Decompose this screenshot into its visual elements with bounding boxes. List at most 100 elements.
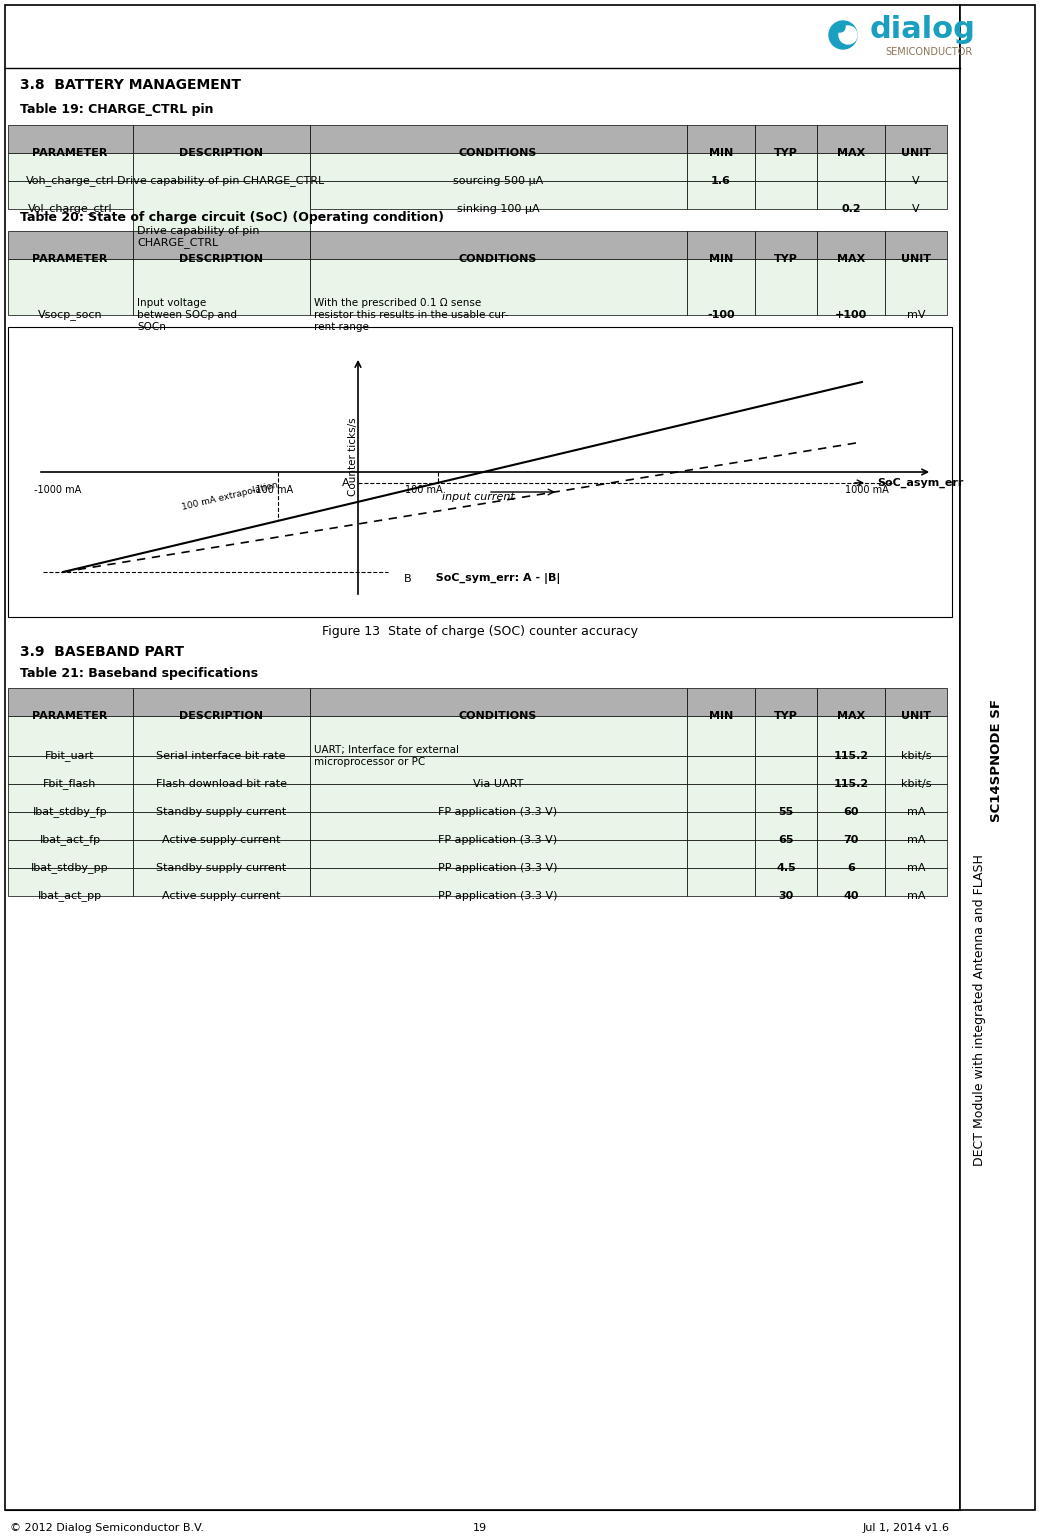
Text: V: V	[912, 175, 919, 186]
Text: PP application (3.3 V): PP application (3.3 V)	[438, 891, 557, 900]
Text: DESCRIPTION: DESCRIPTION	[179, 711, 263, 720]
Text: Standby supply current: Standby supply current	[156, 806, 286, 817]
Bar	[755, 840, 817, 868]
Bar	[8, 813, 133, 840]
Bar	[885, 152, 947, 182]
Bar	[885, 868, 947, 896]
Text: SC14SPNODE SF: SC14SPNODE SF	[990, 699, 1004, 822]
Bar	[133, 840, 310, 868]
Text: -1000 mA: -1000 mA	[34, 485, 81, 496]
Text: MAX: MAX	[837, 254, 865, 265]
Text: UART; Interface for external
microprocessor or PC: UART; Interface for external microproces…	[314, 745, 459, 766]
Text: Figure 13  State of charge (SOC) counter accuracy: Figure 13 State of charge (SOC) counter …	[322, 625, 638, 639]
Text: CONDITIONS: CONDITIONS	[459, 148, 538, 159]
Text: Vol_charge_ctrl: Vol_charge_ctrl	[28, 203, 112, 214]
Text: 3.8  BATTERY MANAGEMENT: 3.8 BATTERY MANAGEMENT	[20, 78, 241, 92]
Bar	[687, 716, 755, 756]
Text: Table 21: Baseband specifications: Table 21: Baseband specifications	[20, 668, 258, 680]
Circle shape	[835, 22, 844, 32]
Text: sinking 100 μA: sinking 100 μA	[457, 205, 540, 214]
Text: MAX: MAX	[837, 711, 865, 720]
Bar	[8, 840, 133, 868]
Text: 100 mA: 100 mA	[406, 485, 443, 496]
Bar	[755, 813, 817, 840]
Bar	[885, 688, 947, 716]
Bar	[687, 688, 755, 716]
Text: MIN: MIN	[709, 148, 733, 159]
Text: Drive capability of pin
CHARGE_CTRL: Drive capability of pin CHARGE_CTRL	[137, 226, 260, 248]
Text: Via UART: Via UART	[473, 779, 523, 790]
Text: Table 20: State of charge circuit (SoC) (Operating condition): Table 20: State of charge circuit (SoC) …	[20, 211, 444, 223]
Text: Fbit_uart: Fbit_uart	[46, 751, 95, 762]
Bar	[8, 688, 133, 716]
Text: TYP: TYP	[774, 148, 798, 159]
Bar	[687, 813, 755, 840]
Bar	[885, 813, 947, 840]
Bar	[817, 125, 885, 152]
Bar	[310, 868, 687, 896]
Text: Standby supply current: Standby supply current	[156, 863, 286, 873]
Bar	[8, 783, 133, 813]
Text: Table 19: CHARGE_CTRL pin: Table 19: CHARGE_CTRL pin	[20, 103, 213, 117]
Text: mA: mA	[907, 891, 926, 900]
Text: Input voltage
between SOCp and
SOCn: Input voltage between SOCp and SOCn	[137, 299, 237, 331]
Bar	[687, 868, 755, 896]
Bar	[755, 756, 817, 783]
Text: Serial interface bit rate: Serial interface bit rate	[156, 751, 286, 760]
Text: PP application (3.3 V): PP application (3.3 V)	[438, 863, 557, 873]
Text: UNIT: UNIT	[901, 148, 931, 159]
Text: 30: 30	[778, 891, 794, 900]
Bar	[310, 259, 687, 315]
Text: 0.2: 0.2	[841, 205, 861, 214]
Bar	[8, 259, 133, 315]
Text: MIN: MIN	[709, 711, 733, 720]
Bar	[755, 125, 817, 152]
Text: kbit/s: kbit/s	[901, 779, 931, 790]
Bar	[133, 182, 310, 209]
Text: CONDITIONS: CONDITIONS	[459, 711, 538, 720]
Bar	[310, 688, 687, 716]
Text: SEMICONDUCTOR: SEMICONDUCTOR	[885, 48, 972, 57]
Text: 115.2: 115.2	[833, 779, 868, 790]
Text: 3.9  BASEBAND PART: 3.9 BASEBAND PART	[20, 645, 184, 659]
Bar	[817, 688, 885, 716]
Bar	[310, 231, 687, 259]
Text: Fbit_flash: Fbit_flash	[44, 779, 97, 790]
Bar	[8, 125, 133, 152]
Text: Active supply current: Active supply current	[162, 836, 280, 845]
Text: -100: -100	[707, 309, 735, 320]
Bar	[755, 231, 817, 259]
Bar	[817, 231, 885, 259]
Text: TYP: TYP	[774, 711, 798, 720]
Bar	[133, 868, 310, 896]
Text: A: A	[342, 477, 350, 488]
Bar	[755, 182, 817, 209]
Bar	[8, 182, 133, 209]
Text: input current: input current	[442, 492, 515, 502]
Bar	[817, 716, 885, 756]
Bar	[310, 840, 687, 868]
Bar	[960, 5, 1035, 1510]
Text: mA: mA	[907, 863, 926, 873]
Text: 19: 19	[473, 1524, 487, 1533]
Bar	[687, 259, 755, 315]
Bar	[310, 716, 687, 756]
Text: Flash download bit rate: Flash download bit rate	[156, 779, 286, 790]
Bar	[8, 716, 133, 756]
Bar	[817, 813, 885, 840]
Text: 40: 40	[843, 891, 859, 900]
Bar	[8, 326, 952, 617]
Bar	[885, 783, 947, 813]
Bar	[133, 152, 310, 182]
Bar	[817, 840, 885, 868]
Text: V: V	[912, 205, 919, 214]
Text: DESCRIPTION: DESCRIPTION	[179, 148, 263, 159]
Text: MAX: MAX	[837, 148, 865, 159]
Text: Counter ticks/s: Counter ticks/s	[348, 417, 358, 496]
Bar	[885, 182, 947, 209]
Text: B: B	[405, 574, 412, 583]
Bar	[133, 716, 310, 756]
Text: Drive capability of pin CHARGE_CTRL: Drive capability of pin CHARGE_CTRL	[118, 175, 324, 186]
Text: sourcing 500 μA: sourcing 500 μA	[452, 175, 543, 186]
Text: Jul 1, 2014 v1.6: Jul 1, 2014 v1.6	[863, 1524, 950, 1533]
